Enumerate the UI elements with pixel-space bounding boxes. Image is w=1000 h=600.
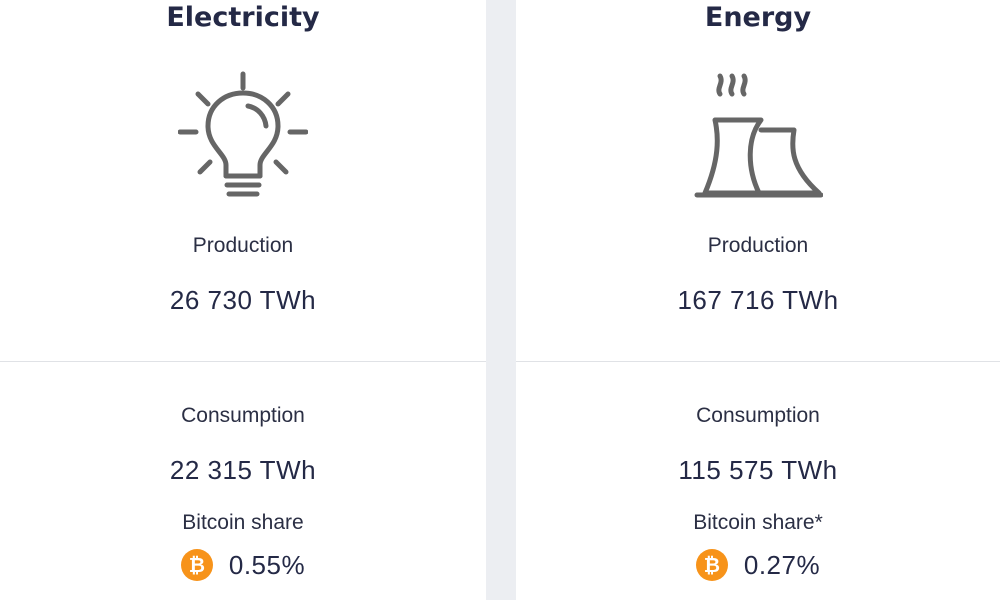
energy-title: Energy	[704, 2, 812, 33]
electricity-title: Electricity	[166, 2, 320, 33]
power-plant-icon	[693, 68, 824, 208]
energy-share-row: ₿ 0.27%	[516, 549, 1000, 581]
electricity-divider	[0, 361, 486, 362]
energy-share-label: Bitcoin share*	[693, 511, 823, 534]
bitcoin-icon: ₿	[180, 549, 213, 581]
electricity-share-row: ₿ 0.55%	[0, 549, 486, 581]
energy-consumption-label: Consumption	[696, 404, 820, 427]
electricity-share-label: Bitcoin share	[182, 511, 304, 534]
lightbulb-icon	[177, 68, 309, 208]
energy-production-value: 167 716 TWh	[677, 285, 839, 315]
energy-card: Energy Production 167 716 TWh	[516, 0, 1000, 600]
energy-consumption-value: 115 575 TWh	[678, 455, 838, 485]
electricity-production-label: Production	[192, 234, 294, 257]
electricity-consumption-value: 22 315 TWh	[169, 455, 317, 485]
electricity-production-value: 26 730 TWh	[169, 285, 317, 315]
bitcoin-icon: ₿	[695, 549, 728, 581]
energy-production-label: Production	[707, 234, 809, 257]
energy-share-value: 0.27%	[743, 549, 821, 580]
electricity-consumption-label: Consumption	[181, 404, 305, 427]
electricity-card: Electricity	[0, 0, 486, 600]
energy-divider	[516, 361, 1000, 362]
electricity-share-value: 0.55%	[228, 549, 306, 580]
